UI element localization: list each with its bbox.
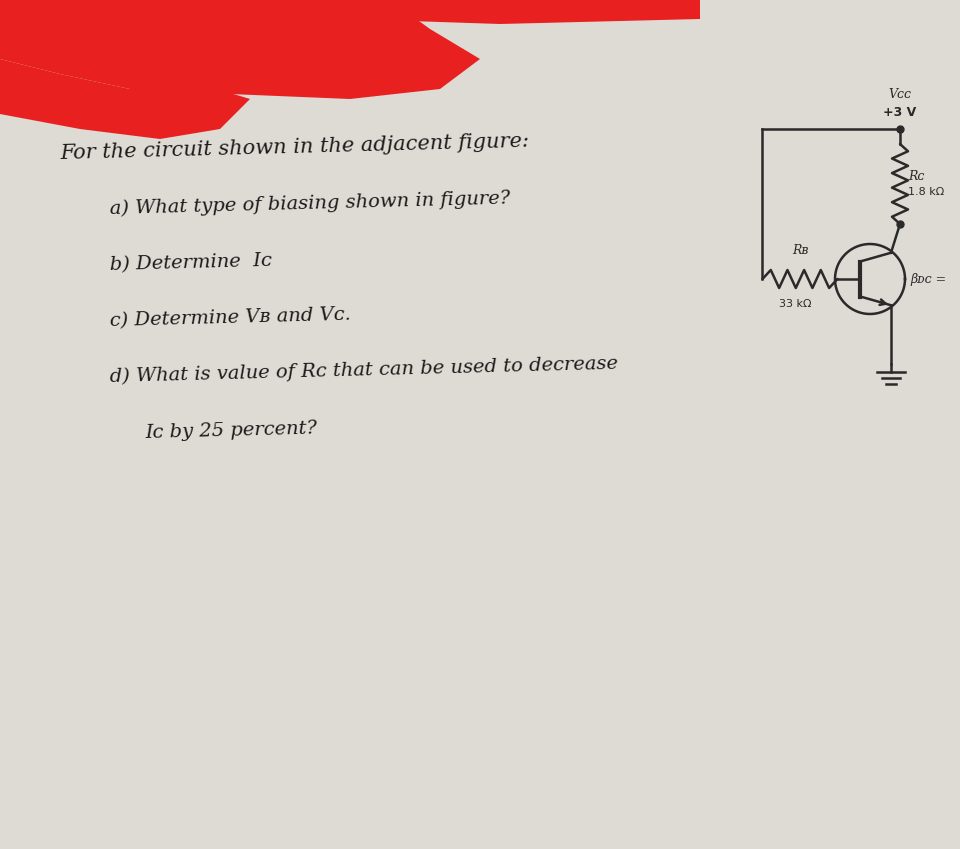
Text: 1.8 kΩ: 1.8 kΩ xyxy=(908,187,945,197)
Polygon shape xyxy=(0,59,250,139)
Text: c) Determine Vʙ and Vᴄ.: c) Determine Vʙ and Vᴄ. xyxy=(110,306,351,330)
Text: Rʙ: Rʙ xyxy=(792,244,808,257)
Text: d) What is value of Rᴄ that can be used to decrease: d) What is value of Rᴄ that can be used … xyxy=(110,355,618,386)
Polygon shape xyxy=(350,0,700,24)
Text: +3 V: +3 V xyxy=(883,106,917,119)
Text: βᴅᴄ =: βᴅᴄ = xyxy=(910,273,947,285)
Text: For the circuit shown in the adjacent figure:: For the circuit shown in the adjacent fi… xyxy=(60,132,530,163)
Text: 33 kΩ: 33 kΩ xyxy=(779,299,811,309)
Text: Vᴄᴄ: Vᴄᴄ xyxy=(889,88,911,101)
Polygon shape xyxy=(0,0,480,99)
Text: a) What type of biasing shown in figure?: a) What type of biasing shown in figure? xyxy=(110,189,511,218)
Text: Iᴄ by 25 percent?: Iᴄ by 25 percent? xyxy=(145,419,318,442)
Text: b) Determine  Iᴄ: b) Determine Iᴄ xyxy=(110,252,273,274)
Text: Rᴄ: Rᴄ xyxy=(908,170,924,183)
